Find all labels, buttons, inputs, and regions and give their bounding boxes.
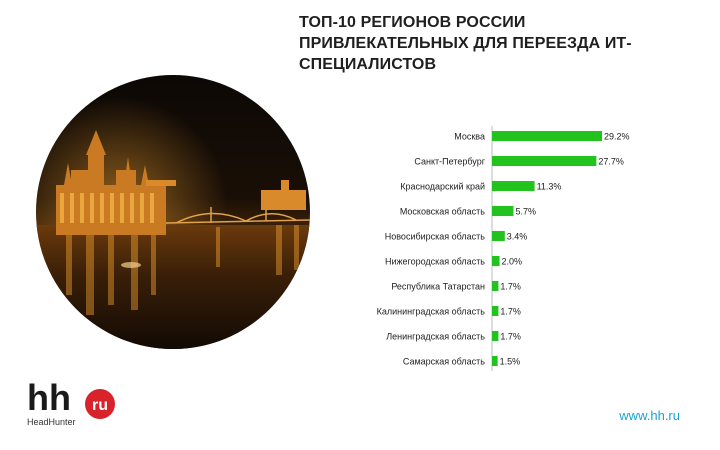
value-label: 1.5% <box>500 357 521 367</box>
category-label: Ленинградская область <box>386 332 485 342</box>
headhunter-logo: hh ru HeadHunter <box>27 377 122 430</box>
bar <box>492 306 499 316</box>
logo-badge <box>85 389 115 419</box>
bar <box>492 281 499 291</box>
category-label: Москва <box>454 132 485 142</box>
bar <box>492 356 498 366</box>
bar <box>492 256 500 266</box>
value-label: 3.4% <box>507 232 528 242</box>
value-label: 5.7% <box>515 207 536 217</box>
logo-main-text: hh <box>27 380 71 418</box>
value-label: 1.7% <box>500 332 521 342</box>
category-label: Новосибирская область <box>385 232 486 242</box>
value-label: 27.7% <box>598 157 624 167</box>
bar <box>492 331 499 341</box>
value-label: 2.0% <box>502 257 523 267</box>
bar <box>492 206 514 216</box>
title-line-2: ПРИВЛЕКАТЕЛЬНЫХ ДЛЯ ПЕРЕЕЗДА ИТ- <box>299 35 632 52</box>
bar <box>492 231 505 241</box>
category-label: Калининградская область <box>377 307 486 317</box>
logo-caption: HeadHunter <box>27 417 76 427</box>
category-label: Нижегородская область <box>385 257 485 267</box>
bar <box>492 156 597 166</box>
category-label: Самарская область <box>403 357 485 367</box>
category-label: Санкт-Петербург <box>414 157 485 167</box>
value-label: 1.7% <box>500 282 521 292</box>
chart-title: ТОП-10 РЕГИОНОВ РОССИИ ПРИВЛЕКАТЕЛЬНЫХ Д… <box>299 12 699 75</box>
logo-badge-text: ru <box>92 397 108 414</box>
bar <box>492 131 602 141</box>
value-label: 1.7% <box>500 307 521 317</box>
hh-logo-icon: hh ru HeadHunter <box>27 377 115 427</box>
bar <box>492 181 535 191</box>
website-link[interactable]: www.hh.ru <box>619 408 680 423</box>
category-label: Краснодарский край <box>400 182 485 192</box>
bars-group: Москва 29.2% Санкт-Петербург 27.7% Краснодар… <box>377 131 630 367</box>
category-label: Республика Татарстан <box>391 282 485 292</box>
value-label: 11.3% <box>537 182 562 192</box>
value-label: 29.2% <box>604 132 630 142</box>
title-line-3: СПЕЦИАЛИСТОВ <box>299 56 437 73</box>
title-line-1: ТОП-10 РЕГИОНОВ РОССИИ <box>299 14 526 31</box>
category-label: Московская область <box>400 207 485 217</box>
